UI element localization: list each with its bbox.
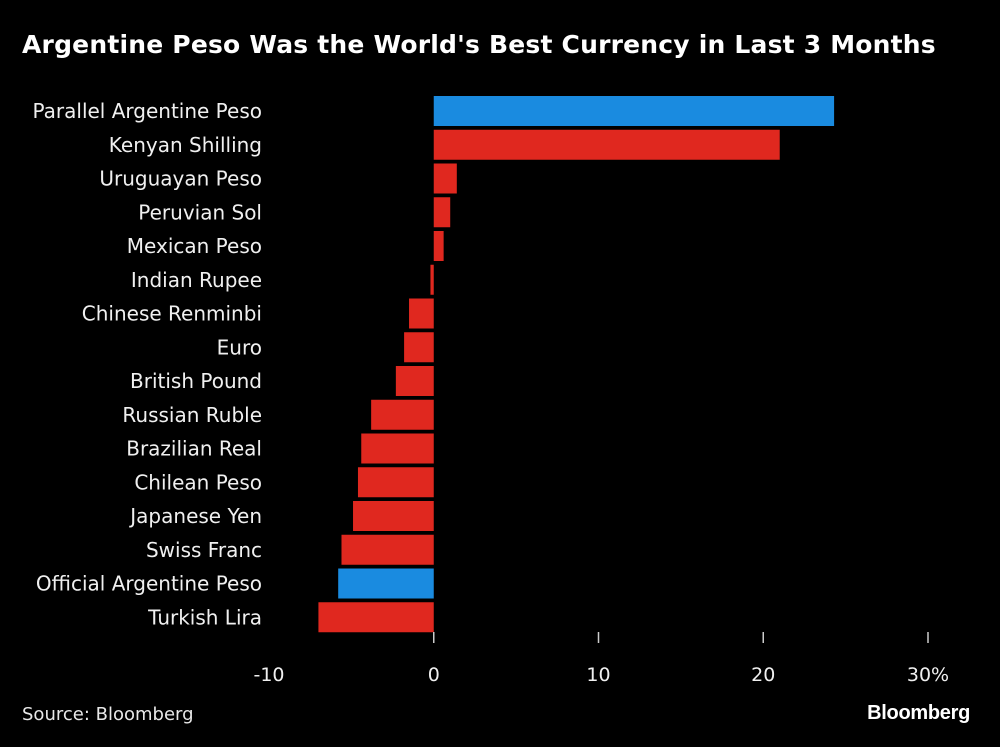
bar <box>395 366 434 396</box>
category-label: Uruguayan Peso <box>99 167 262 191</box>
category-label: Japanese Yen <box>128 504 262 528</box>
bar <box>433 197 451 228</box>
x-tick-label: -10 <box>253 664 284 686</box>
category-label: Russian Ruble <box>122 403 262 427</box>
category-label: Parallel Argentine Peso <box>32 99 262 123</box>
category-label: Peruvian Sol <box>138 200 262 224</box>
bar <box>433 163 457 194</box>
bar <box>361 433 434 464</box>
x-tick-label: 0 <box>428 664 440 686</box>
category-label: Euro <box>217 335 262 359</box>
bar <box>433 231 444 261</box>
bar <box>318 602 434 633</box>
category-label: Brazilian Real <box>126 437 262 461</box>
category-label: Official Argentine Peso <box>36 572 262 596</box>
bar <box>404 332 434 363</box>
category-label: Chinese Renminbi <box>82 302 262 326</box>
chart-title: Argentine Peso Was the World's Best Curr… <box>22 30 936 59</box>
category-label: Mexican Peso <box>127 234 262 258</box>
category-label: Indian Rupee <box>131 268 262 292</box>
bloomberg-logo: Bloomberg <box>867 702 970 724</box>
bar <box>338 568 434 599</box>
x-tick-label: 10 <box>586 664 610 686</box>
bar <box>433 129 780 160</box>
bar <box>353 501 434 531</box>
x-tick-label: 20 <box>751 664 775 686</box>
bar <box>430 264 434 295</box>
category-label: Swiss Franc <box>146 538 262 562</box>
category-label: British Pound <box>130 369 262 393</box>
bar <box>433 96 835 126</box>
category-label: Turkish Lira <box>147 605 262 629</box>
bar <box>341 534 434 565</box>
bar <box>357 467 434 498</box>
bar <box>371 399 434 430</box>
x-tick-label: 30% <box>907 664 949 686</box>
source-note: Source: Bloomberg <box>22 704 194 725</box>
category-label: Kenyan Shilling <box>109 133 262 157</box>
bar-chart: Parallel Argentine Peso Kenyan Shilling Ur… <box>32 96 949 686</box>
bar <box>409 298 434 329</box>
category-label: Chilean Peso <box>134 470 262 494</box>
